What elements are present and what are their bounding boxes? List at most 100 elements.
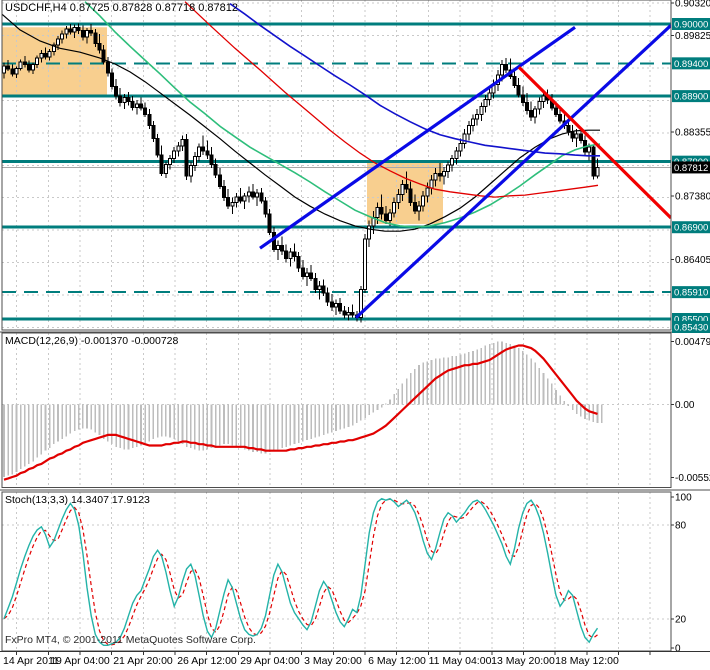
price-axis-label: 0.90320 xyxy=(675,0,710,10)
macd-axis-label: 0.00 xyxy=(675,400,695,411)
ma-black-line xyxy=(2,13,600,232)
candle-up xyxy=(234,196,239,203)
candle-down xyxy=(292,251,297,258)
candle-up xyxy=(47,51,52,58)
candle-down xyxy=(43,53,48,58)
candle-up xyxy=(197,146,202,157)
panel-border xyxy=(1,332,672,488)
candle-up xyxy=(587,146,592,153)
candle-down xyxy=(105,61,110,74)
ma-green-line xyxy=(84,1,601,229)
candle-up xyxy=(421,195,426,207)
candle-up xyxy=(31,64,36,71)
candle-up xyxy=(35,57,40,66)
candle-up xyxy=(85,30,89,38)
candle-down xyxy=(512,75,517,87)
candle-up xyxy=(317,285,322,291)
date-axis-label: 21 Apr 20:00 xyxy=(113,655,173,667)
candle-up xyxy=(72,26,77,33)
date-axis-label: 3 May 20:00 xyxy=(304,655,362,667)
date-axis-label: 29 Apr 04:00 xyxy=(240,655,300,667)
candle-down xyxy=(313,277,318,291)
candle-down xyxy=(251,191,255,198)
stoch-d-line xyxy=(3,498,598,646)
date-axis-label: 19 Apr 04:00 xyxy=(50,655,110,667)
candle-up xyxy=(334,302,338,308)
price-axis-label: 0.87380 xyxy=(675,191,710,202)
price-axis-badge xyxy=(672,221,710,234)
stoch-indicator-label: Stoch(13,3,3) 14.3407 17.9123 xyxy=(5,494,150,506)
candle-up xyxy=(595,166,600,177)
candle-up xyxy=(230,201,235,207)
trendline-resistance-red xyxy=(517,66,671,220)
candle-up xyxy=(168,157,172,165)
price-axis-badge-label: 0.89400 xyxy=(674,59,708,70)
candle-down xyxy=(516,85,521,96)
candle-up xyxy=(188,165,193,177)
candle-down xyxy=(524,102,529,112)
candle-down xyxy=(300,267,305,277)
candle-down xyxy=(80,30,85,38)
candle-down xyxy=(6,65,11,70)
candle-up xyxy=(60,33,65,40)
candle-up xyxy=(275,245,280,251)
candle-down xyxy=(408,188,413,203)
candle-down xyxy=(76,26,81,32)
candle-up xyxy=(433,172,438,181)
price-axis-badge xyxy=(672,90,710,103)
price-axis-badge-label: 0.87812 xyxy=(674,163,708,174)
candle-down xyxy=(97,43,102,51)
candle-up xyxy=(375,207,380,218)
candle-down xyxy=(155,138,160,156)
candle-down xyxy=(159,154,164,174)
candle-down xyxy=(213,163,218,176)
date-axis-label: 13 May 20:00 xyxy=(491,655,555,667)
candle-down xyxy=(22,61,27,66)
candle-up xyxy=(500,64,504,76)
candle-down xyxy=(296,256,301,269)
candle-down xyxy=(383,213,388,222)
candle-up xyxy=(172,150,177,159)
candle-up xyxy=(458,142,463,152)
candle-up xyxy=(242,195,247,202)
candle-down xyxy=(238,196,243,202)
candle-down xyxy=(284,250,289,260)
candle-down xyxy=(10,68,15,75)
candle-up xyxy=(134,103,139,108)
stoch-axis-label: 80 xyxy=(675,521,687,532)
candle-up xyxy=(466,125,471,135)
candle-down xyxy=(201,146,206,152)
candle-up xyxy=(288,251,293,260)
macd-axis-label: -0.00552 xyxy=(675,473,710,484)
candle-up xyxy=(441,171,446,177)
candle-up xyxy=(541,95,546,102)
candle-up xyxy=(462,133,467,144)
candle-down xyxy=(338,302,343,312)
candle-down xyxy=(570,131,575,139)
stoch-axis-label: 0 xyxy=(675,644,681,655)
date-axis-label: 6 May 12:00 xyxy=(368,655,426,667)
candle-up xyxy=(122,96,127,104)
candle-down xyxy=(93,32,98,45)
candle-up xyxy=(533,108,538,118)
candle-up xyxy=(425,187,430,197)
candle-up xyxy=(18,61,23,70)
candle-up xyxy=(574,133,579,139)
price-axis-label: 0.86405 xyxy=(675,255,710,266)
candle-up xyxy=(246,191,251,197)
candle-down xyxy=(267,213,272,233)
candle-down xyxy=(325,292,330,303)
candle-down xyxy=(350,311,355,316)
price-axis-badge-label: 0.86900 xyxy=(674,223,708,234)
candle-down xyxy=(184,138,189,177)
price-axis-badge xyxy=(672,18,710,30)
trendline-channel-lower-blue xyxy=(259,25,576,250)
candle-up xyxy=(400,184,405,195)
candle-down xyxy=(329,301,334,308)
candle-down xyxy=(26,64,31,71)
candle-up xyxy=(387,212,392,222)
candle-down xyxy=(263,200,268,215)
candle-down xyxy=(520,94,525,104)
candle-up xyxy=(367,225,372,240)
